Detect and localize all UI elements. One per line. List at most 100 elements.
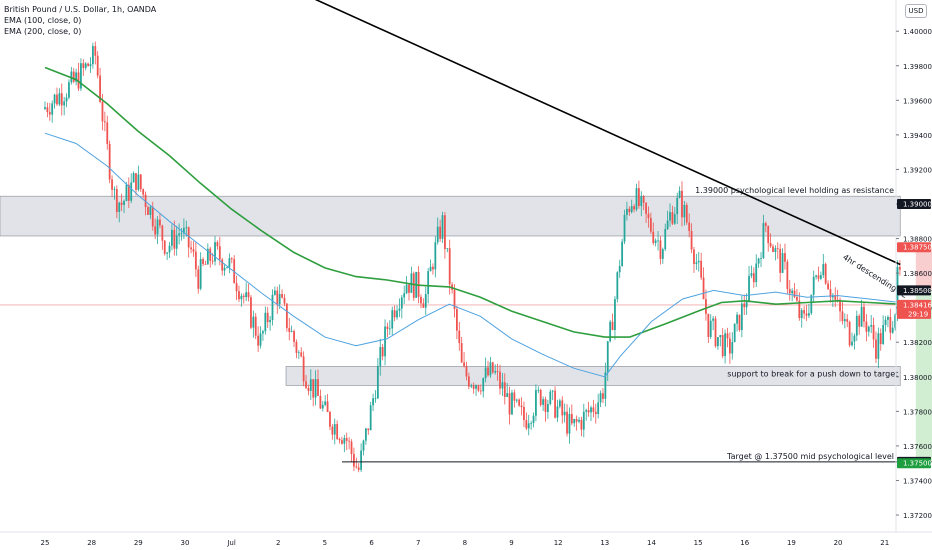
candle-body	[156, 219, 159, 235]
candle-body	[448, 248, 451, 285]
candle-body	[147, 207, 149, 215]
candle-body	[326, 401, 329, 412]
candle-body	[575, 419, 578, 422]
x-tick-label: 28	[87, 539, 96, 547]
y-tick-label: 1.39400	[903, 132, 932, 140]
candle-body	[894, 314, 897, 328]
candle-body	[568, 414, 571, 434]
currency-button[interactable]: USD	[905, 4, 927, 18]
candle-body	[614, 299, 616, 331]
candle-body	[386, 326, 389, 330]
candle-body	[209, 248, 212, 261]
candle-body	[305, 381, 307, 388]
candle-body	[154, 226, 157, 235]
price-label-box	[897, 299, 931, 319]
candle-body	[168, 245, 171, 253]
candle-body	[297, 352, 300, 354]
candle-body	[508, 393, 511, 415]
candle-body	[717, 337, 719, 347]
candle-body	[353, 454, 355, 467]
candle-body	[822, 264, 825, 276]
candle-body	[709, 320, 712, 337]
candle-body	[381, 347, 384, 357]
candle-body	[214, 242, 216, 262]
candle-body	[197, 269, 200, 289]
x-tick-label: 5	[323, 539, 327, 547]
candle-body	[345, 438, 348, 441]
candle-body	[491, 362, 494, 373]
candle-body	[693, 249, 695, 264]
ema-200-legend[interactable]: EMA (200, close, 0)	[4, 27, 82, 36]
candle-body	[182, 227, 185, 234]
candle-body	[235, 283, 238, 292]
x-tick-label: 6	[369, 539, 374, 547]
candle-body	[496, 371, 499, 372]
candle-body	[721, 335, 724, 357]
symbol-title[interactable]: British Pound / U.S. Dollar, 1h, OANDA	[4, 5, 157, 14]
candle-body	[453, 289, 456, 310]
candle-body	[546, 404, 549, 412]
candle-body	[513, 392, 516, 401]
descending-trendline[interactable]	[267, 0, 901, 266]
candle-body	[669, 212, 671, 221]
candle-body	[470, 385, 473, 387]
candle-body	[360, 450, 363, 470]
candle-body	[441, 215, 444, 239]
candle-body	[810, 294, 813, 314]
candle-body	[101, 101, 104, 122]
candle-body	[616, 272, 619, 300]
x-tick-label: 25	[41, 539, 50, 547]
candle-body	[331, 426, 334, 435]
candle-body	[84, 63, 87, 68]
candle-body	[685, 204, 688, 223]
candle-body	[592, 407, 595, 412]
candle-body	[788, 289, 791, 294]
candle-body	[594, 411, 597, 414]
candle-body	[578, 419, 580, 422]
candle-body	[324, 401, 327, 405]
candle-body	[190, 247, 192, 250]
ema-100-legend[interactable]: EMA (100, close, 0)	[4, 16, 82, 25]
candle-body	[403, 293, 406, 298]
candle-body	[805, 313, 808, 316]
candle-body	[781, 253, 784, 273]
candle-body	[393, 310, 396, 318]
candle-body	[221, 259, 224, 271]
candle-body	[757, 258, 760, 264]
candle-body	[877, 333, 880, 359]
support-zone[interactable]	[285, 366, 901, 386]
candle-body	[525, 419, 528, 429]
candle-body	[467, 376, 470, 387]
candle-body	[218, 246, 221, 260]
candle-body	[585, 410, 588, 412]
candle-body	[537, 389, 540, 391]
price-labels: 1.387501.385001.3841629:191.390001.37508…	[897, 199, 932, 469]
candle-body	[520, 405, 523, 408]
candle-body	[563, 411, 566, 416]
candle-body	[458, 330, 461, 344]
candle-body	[812, 276, 815, 295]
candle-body	[247, 292, 250, 298]
resistance-zone[interactable]	[0, 195, 901, 237]
candle-body	[863, 306, 865, 322]
candle-body	[728, 338, 731, 354]
candle-body	[376, 366, 379, 399]
candle-body	[774, 248, 777, 253]
candle-body	[499, 371, 501, 389]
candle-body	[743, 303, 746, 308]
candle-body	[824, 264, 827, 284]
candle-body	[558, 400, 561, 407]
candle-body	[89, 64, 92, 67]
candle-body	[606, 341, 609, 373]
candle-body	[309, 379, 312, 391]
candle-body	[475, 385, 477, 389]
candle-body	[410, 273, 413, 293]
candle-body	[65, 97, 68, 102]
candle-body	[362, 440, 365, 451]
candle-body	[875, 339, 877, 359]
time-axis[interactable]: 25 28 29 30 Jul 2 5 6 7 8 9 12 13 14 15 16 19 20 21	[41, 539, 890, 547]
price-label-text: 1.38416	[903, 301, 932, 309]
candle-body	[262, 331, 264, 334]
candle-body	[264, 312, 267, 332]
